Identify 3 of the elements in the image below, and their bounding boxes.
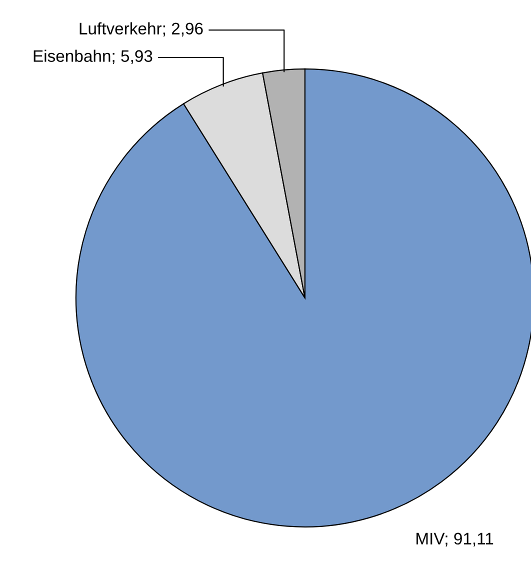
slice-label: Luftverkehr; 2,96 (80, 22, 203, 36)
slice-label: MIV; 91,11 (416, 532, 494, 547)
slice-label: Eisenbahn; 5,93 (34, 50, 152, 64)
